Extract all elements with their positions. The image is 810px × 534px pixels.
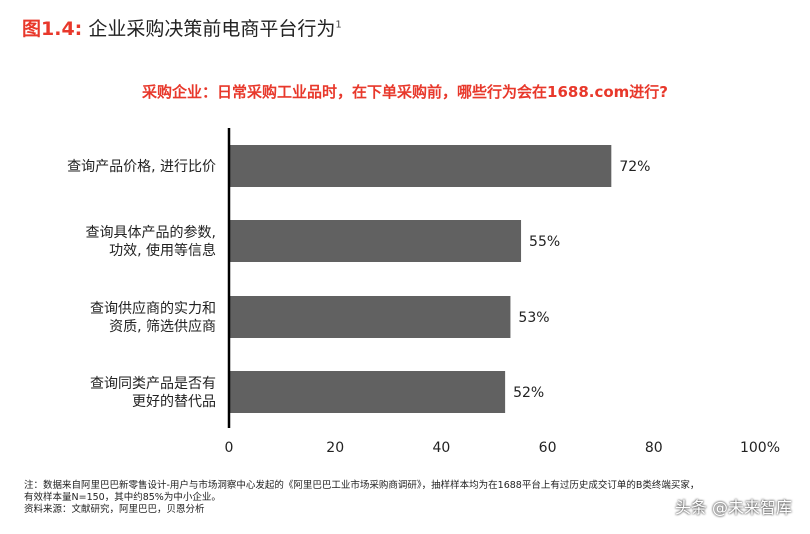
value-label-1: 72%: [619, 159, 650, 175]
footnote-line-2: 有效样本量N=150，其中约85%为中小企业。: [24, 492, 221, 503]
category-label-4-2: 更好的替代品: [132, 394, 216, 410]
bar-4: [229, 371, 506, 413]
x-tick-label-5: 80: [645, 440, 663, 456]
value-label-4: 52%: [513, 385, 544, 401]
x-tick-label-2: 20: [326, 440, 344, 456]
bar-1: [229, 145, 612, 187]
bar-3: [229, 296, 511, 338]
figure-superscript: 1: [335, 19, 342, 31]
category-label-2-2: 功效, 使用等信息: [109, 242, 216, 259]
figure-title-text: 企业采购决策前电商平台行为: [88, 18, 336, 40]
footnote: 注：数据来自阿里巴巴新零售设计-用户与市场洞察中心发起的《阿里巴巴工业市场采购商…: [24, 480, 810, 516]
chart-question: 采购企业：日常采购工业品时，在下单采购前，哪些行为会在1688.com进行?: [142, 83, 668, 101]
category-label-4-1: 查询同类产品是否有: [90, 376, 216, 392]
category-label-1-1: 查询产品价格, 进行比价: [67, 159, 216, 175]
x-tick-label-6: 100%: [740, 440, 780, 456]
bar-2: [229, 220, 522, 262]
x-tick-label-3: 40: [432, 440, 450, 456]
value-label-2: 55%: [529, 234, 560, 250]
category-label-2-1: 查询具体产品的参数,: [86, 224, 216, 241]
watermark: 头条 @未来智库: [674, 498, 792, 517]
x-tick-label-1: 0: [225, 440, 234, 456]
x-tick-label-4: 60: [539, 440, 557, 456]
category-label-3-1: 查询供应商的实力和: [90, 300, 216, 317]
footnote-line-1: 注：数据来自阿里巴巴新零售设计-用户与市场洞察中心发起的《阿里巴巴工业市场采购商…: [24, 480, 700, 491]
footnote-source: 资料来源：文献研究，阿里巴巴，贝恩分析: [24, 504, 205, 515]
category-label-3-2: 资质, 筛选供应商: [109, 318, 216, 335]
figure-title: 图1.4: 企业采购决策前电商平台行为1: [22, 14, 342, 41]
figure-label: 图1.4:: [22, 18, 83, 40]
value-label-3: 53%: [518, 310, 549, 326]
